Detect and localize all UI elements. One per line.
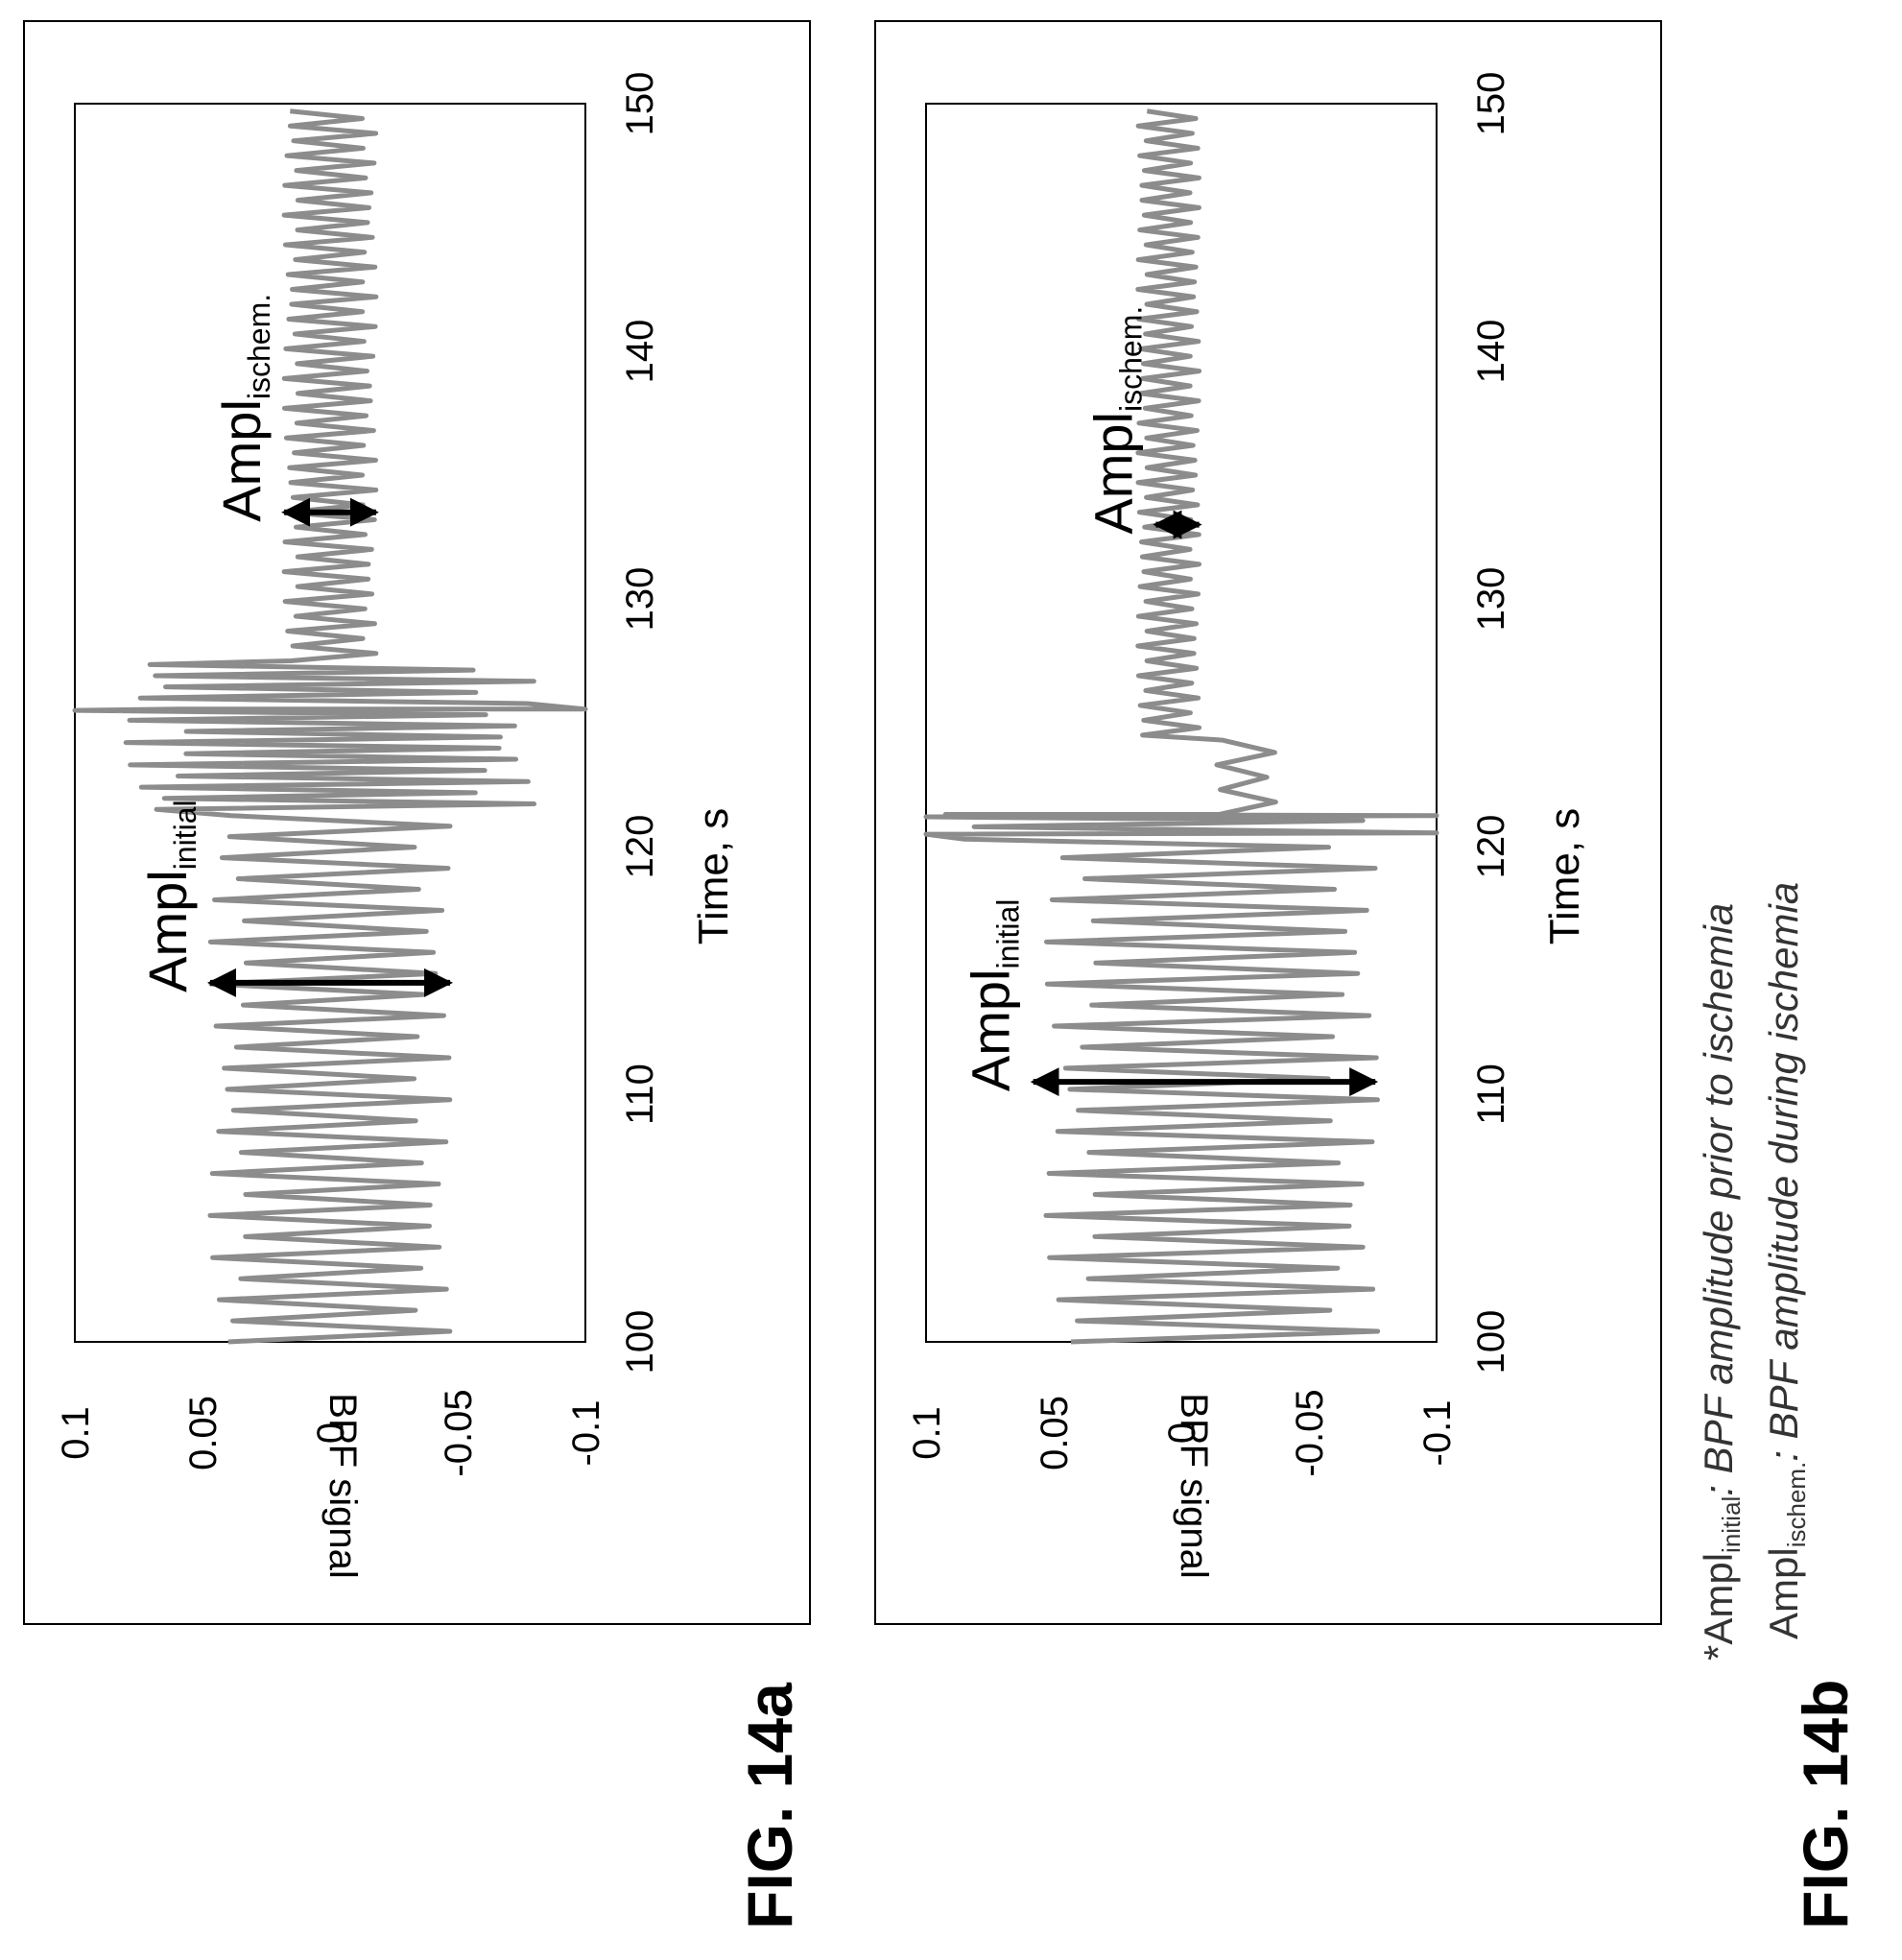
x-tick-label: 140 — [1470, 320, 1512, 384]
y-tick-label: -0.05 — [1289, 1389, 1331, 1476]
y-axis-label: BPF signal — [321, 1393, 364, 1578]
y-tick-label: 0.1 — [55, 1406, 97, 1460]
y-tick-label: -0.1 — [1416, 1400, 1459, 1467]
footnote: *Amplinitial: BPF amplitude prior to isc… — [1696, 882, 1811, 1661]
y-tick-label: 0 — [1161, 1422, 1203, 1444]
x-tick-label: 110 — [619, 1064, 661, 1125]
plot-area — [74, 103, 586, 1343]
x-tick-label: 110 — [1470, 1064, 1512, 1125]
y-axis-label: BPF signal — [1173, 1393, 1215, 1578]
footnote-line-2: Amplischem.: BPF amplitude during ischem… — [1761, 882, 1811, 1639]
figure-label-14a: FIG. 14a — [734, 1682, 805, 1929]
x-tick-label: 120 — [1470, 815, 1512, 879]
y-tick-label: 0.05 — [1034, 1396, 1076, 1470]
x-tick-label: 100 — [619, 1310, 661, 1374]
panel-frame — [874, 20, 1662, 1625]
chart-panel-14b: 0.1 0.05 0 -0.05 -0.1 BPF signal 100 110 120 130 1… — [874, 20, 1662, 1625]
chart-14a: 0.1 0.05 0 -0.05 -0.1 BPF signal 100 110 120 130 1… — [55, 72, 737, 1579]
y-tick-label: -0.1 — [565, 1400, 607, 1467]
chart-14b: 0.1 0.05 0 -0.05 -0.1 BPF signal 100 110 120 130 1… — [906, 72, 1588, 1579]
amplitude-label: Amplischem. — [1082, 306, 1148, 535]
signal-trace — [923, 108, 1439, 1345]
x-axis-label: Time, s — [1541, 808, 1588, 945]
y-tick-label: 0.1 — [906, 1406, 948, 1460]
y-tick-label: -0.05 — [438, 1389, 480, 1476]
plot-area — [925, 103, 1438, 1343]
x-tick-label: 130 — [1470, 567, 1512, 632]
y-tick-label: 0 — [310, 1422, 352, 1444]
amplitude-label: Amplinitial — [961, 899, 1026, 1092]
x-tick-label: 150 — [619, 72, 661, 136]
x-tick-label: 120 — [619, 815, 661, 879]
y-tick-label: 0.05 — [182, 1396, 225, 1470]
amplitude-label: Amplischem. — [211, 294, 276, 522]
x-tick-label: 100 — [1470, 1310, 1512, 1374]
figure-label-14b: FIG. 14b — [1790, 1680, 1861, 1929]
x-tick-label: 150 — [1470, 72, 1512, 136]
signal-trace — [72, 108, 588, 1345]
footnote-line-1: *Amplinitial: BPF amplitude prior to isc… — [1696, 903, 1746, 1661]
panel-frame — [23, 20, 811, 1625]
amplitude-label: Amplinitial — [137, 800, 202, 992]
x-axis-label: Time, s — [690, 808, 737, 945]
chart-panel-14a: 0.1 0.05 0 -0.05 -0.1 BPF signal 100 110 120 130 1… — [23, 20, 811, 1625]
x-tick-label: 130 — [619, 567, 661, 632]
x-tick-label: 140 — [619, 320, 661, 384]
